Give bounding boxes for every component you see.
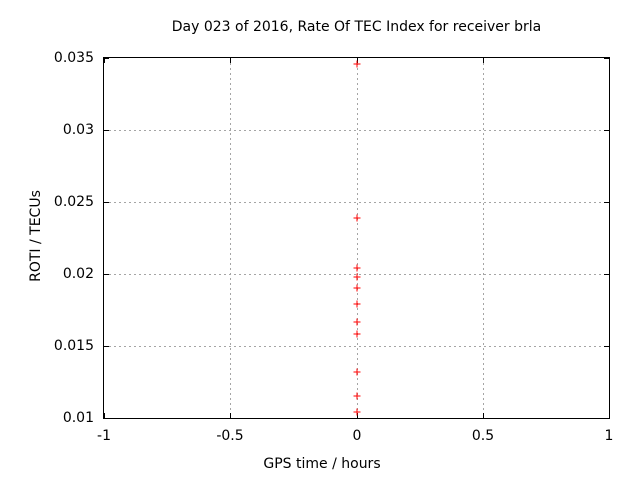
v-gridline — [357, 58, 358, 418]
x-axis-label: GPS time / hours — [263, 456, 381, 472]
x-tick-mark — [104, 58, 105, 63]
y-tick-mark — [604, 274, 609, 275]
x-tick-mark — [483, 58, 484, 63]
x-tick-mark — [357, 413, 358, 418]
y-tick-mark — [104, 274, 109, 275]
v-gridline — [483, 58, 484, 418]
data-point-marker — [353, 264, 360, 272]
x-tick-label: 1 — [604, 428, 614, 444]
data-point-marker — [353, 284, 360, 292]
y-tick-mark — [104, 346, 109, 347]
y-tick-mark — [104, 58, 109, 59]
data-point-marker — [353, 60, 360, 68]
plot-area — [103, 57, 610, 419]
data-point-marker — [353, 330, 360, 338]
chart-title: Day 023 of 2016, Rate Of TEC Index for r… — [171, 19, 542, 35]
y-tick-mark — [604, 58, 609, 59]
x-tick-mark — [357, 58, 358, 63]
y-tick-label: 0.01 — [62, 410, 94, 426]
x-tick-mark — [483, 413, 484, 418]
y-tick-mark — [104, 418, 109, 419]
y-tick-mark — [104, 130, 109, 131]
h-gridline — [104, 130, 609, 131]
x-tick-mark — [609, 58, 610, 63]
data-point-marker — [353, 408, 360, 416]
data-point-marker — [353, 392, 360, 400]
y-tick-mark — [604, 202, 609, 203]
data-point-marker — [353, 300, 360, 308]
y-tick-mark — [104, 202, 109, 203]
x-tick-mark — [609, 413, 610, 418]
data-point-marker — [353, 318, 360, 326]
x-tick-label: -1 — [97, 428, 111, 444]
v-gridline — [230, 58, 231, 418]
y-tick-label: 0.02 — [62, 266, 94, 282]
x-tick-mark — [230, 58, 231, 63]
y-tick-label: 0.025 — [53, 194, 94, 210]
data-point-marker — [353, 214, 360, 222]
x-tick-mark — [230, 413, 231, 418]
y-tick-mark — [604, 346, 609, 347]
y-tick-label: 0.03 — [62, 122, 94, 138]
data-point-marker — [353, 368, 360, 376]
y-tick-label: 0.035 — [53, 50, 94, 66]
x-tick-mark — [104, 413, 105, 418]
h-gridline — [104, 202, 609, 203]
h-gridline — [104, 346, 609, 347]
y-tick-label: 0.015 — [53, 338, 94, 354]
y-tick-mark — [604, 418, 609, 419]
y-tick-mark — [604, 130, 609, 131]
data-point-marker — [353, 273, 360, 281]
x-tick-label: -0.5 — [216, 428, 244, 444]
x-tick-label: 0.5 — [471, 428, 495, 444]
x-tick-label: 0 — [352, 428, 362, 444]
